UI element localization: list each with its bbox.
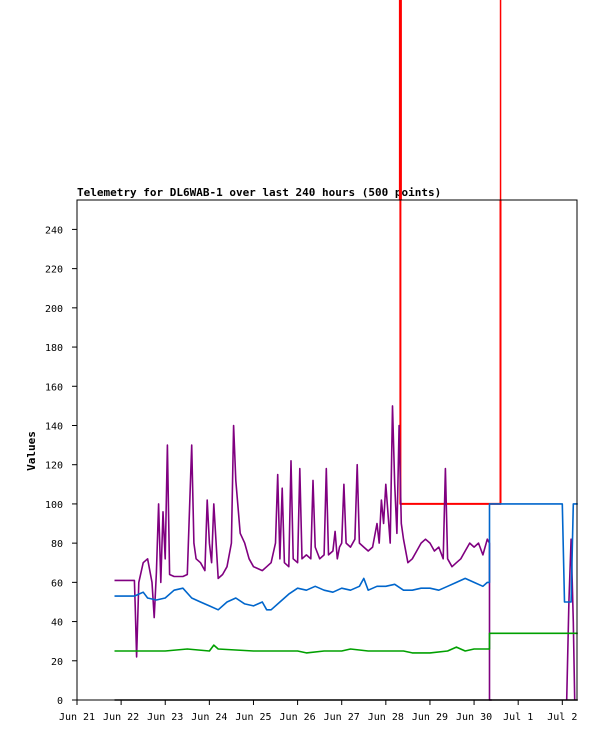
series-line-3 xyxy=(114,503,578,611)
x-tick-label: Jun 21 xyxy=(59,712,95,723)
y-tick-label: 60 xyxy=(51,578,63,589)
x-tick-label: Jun 29 xyxy=(412,712,448,723)
x-tick-label: Jun 23 xyxy=(147,712,183,723)
series-line-2 xyxy=(565,538,576,701)
y-tick-label: 100 xyxy=(45,500,63,511)
y-axis: 0 20 40 60 80 100 120 140 160 180 200 220 240 xyxy=(45,225,77,707)
x-tick-label: Jun 30 xyxy=(456,712,492,723)
y-tick-label: 240 xyxy=(45,225,63,236)
x-tick-label: Jun 28 xyxy=(368,712,404,723)
chart-title: Telemetry for DL6WAB-1 over last 240 hou… xyxy=(77,186,441,199)
y-tick-label: 180 xyxy=(45,343,63,354)
y-tick-label: 40 xyxy=(51,618,63,629)
y-tick-label: 220 xyxy=(45,265,63,276)
y-tick-label: 140 xyxy=(45,421,63,432)
y-axis-label: Values xyxy=(25,431,38,471)
x-axis: Jun 21 Jun 22 Jun 23 Jun 24 Jun 25 Jun 26 Jun … xyxy=(59,700,577,723)
x-tick-label: Jun 22 xyxy=(103,712,139,723)
x-tick-label: Jun 24 xyxy=(191,712,227,723)
x-tick-label: Jun 27 xyxy=(324,712,360,723)
plot-series xyxy=(114,0,578,701)
x-tick-label: Jun 25 xyxy=(235,712,271,723)
x-tick-label: Jul 1 xyxy=(503,712,533,723)
y-tick-label: 120 xyxy=(45,461,63,472)
plot-frame xyxy=(76,199,578,701)
y-tick-label: 80 xyxy=(51,539,63,550)
y-tick-label: 160 xyxy=(45,382,63,393)
series-line-1 xyxy=(114,405,492,701)
series-line-0 xyxy=(399,200,502,505)
y-tick-label: 0 xyxy=(57,696,63,707)
x-tick-label: Jun 26 xyxy=(280,712,316,723)
y-tick-label: 20 xyxy=(51,657,63,668)
y-tick-label: 200 xyxy=(45,304,63,315)
series-line-4 xyxy=(114,632,578,654)
x-tick-label: Jul 2 xyxy=(547,712,577,723)
